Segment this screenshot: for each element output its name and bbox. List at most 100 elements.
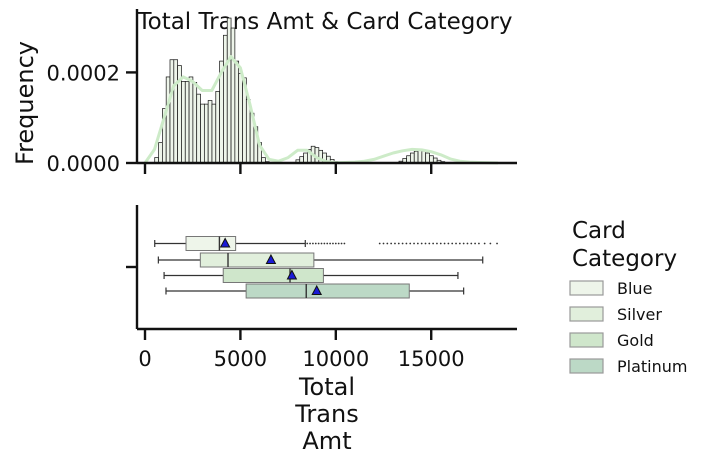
histogram-bar — [169, 59, 175, 164]
outlier-point — [489, 242, 492, 245]
histogram-bar — [196, 93, 201, 164]
x-tick-label: 15000 — [398, 347, 465, 371]
histogram-bar — [234, 60, 240, 164]
box-platinum — [165, 283, 465, 299]
mean-marker — [219, 237, 231, 248]
histogram-bar — [165, 76, 171, 164]
x-tick-label: 0 — [138, 347, 151, 371]
histogram-bar — [188, 76, 194, 164]
outlier-point — [478, 242, 480, 245]
legend-swatch — [569, 332, 604, 348]
outlier-point — [424, 242, 427, 245]
box-iqr — [199, 252, 315, 268]
outlier-point — [332, 242, 334, 245]
box-iqr — [222, 268, 324, 283]
box-blue — [154, 236, 498, 251]
outlier-point — [496, 242, 498, 245]
histogram-bar — [303, 152, 308, 164]
outlier-point — [443, 242, 446, 245]
outlier-point — [455, 242, 457, 245]
legend-title-line-2: Category — [572, 246, 677, 272]
histogram-bar — [200, 103, 205, 164]
histogram-bar — [158, 142, 163, 164]
histogram-bar — [413, 150, 419, 164]
outlier-point — [326, 242, 329, 245]
bottom-x-ticks: 0 5000 10000 15000 — [138, 329, 465, 371]
outlier-point — [320, 242, 323, 245]
outlier-point — [474, 242, 477, 245]
histogram-bar — [184, 81, 190, 164]
top-y-ticks: 0.0000 0.0002 — [47, 61, 137, 176]
outlier-point — [447, 242, 450, 245]
y-tick-label: 0.0000 — [47, 152, 120, 176]
outlier-point — [317, 242, 320, 245]
box-gold — [163, 268, 459, 283]
outlier-point — [451, 242, 454, 245]
histogram-bar — [226, 17, 232, 164]
outlier-point — [413, 242, 415, 245]
y-axis-label: Frequency — [11, 41, 39, 165]
outlier-point — [458, 242, 461, 245]
outlier-point — [439, 242, 442, 245]
box-silver — [157, 252, 484, 268]
outlier-point — [390, 242, 393, 245]
histogram-bar — [207, 100, 213, 164]
outlier-point — [334, 242, 337, 245]
outlier-point — [378, 242, 381, 245]
histogram-bar — [425, 152, 430, 164]
x-tick-label: 10000 — [302, 347, 369, 371]
mean-marker — [265, 253, 277, 264]
histogram-bar — [417, 149, 423, 164]
x-axis-label-line-3: Amt — [302, 427, 351, 455]
outlier-point — [428, 242, 431, 245]
x-axis-label-line-1: Total — [298, 373, 355, 401]
histogram-bar — [203, 103, 209, 164]
outlier-point — [483, 242, 486, 245]
histogram-bar — [215, 91, 220, 164]
y-tick-label: 0.0002 — [47, 61, 120, 85]
histogram-bar — [421, 150, 427, 164]
histogram-bar — [173, 59, 178, 164]
histogram-bar — [211, 103, 217, 164]
outlier-point — [416, 242, 419, 245]
outlier-point — [462, 242, 465, 245]
box-plots — [154, 236, 498, 299]
legend-swatch — [569, 280, 604, 296]
legend: Card Category Blue Silver Gold Platinum — [569, 218, 687, 376]
histogram-bar — [223, 34, 228, 164]
outlier-point — [306, 242, 309, 245]
outlier-point — [397, 242, 400, 245]
outlier-point — [312, 242, 314, 245]
outlier-point — [436, 242, 438, 245]
outlier-point — [420, 242, 423, 245]
box-iqr — [245, 283, 410, 299]
legend-label: Silver — [617, 305, 662, 324]
legend-title-line-1: Card — [572, 218, 626, 244]
legend-swatch — [569, 358, 604, 374]
mean-marker — [311, 284, 323, 295]
legend-label: Blue — [617, 279, 652, 298]
histogram-bar — [181, 81, 186, 164]
outlier-point — [340, 242, 343, 245]
x-tick-label: 5000 — [214, 347, 267, 371]
outlier-point — [466, 242, 469, 245]
histogram-bar — [410, 152, 415, 164]
top-x-ticks — [143, 163, 433, 174]
outlier-point — [401, 242, 404, 245]
histogram-bar — [238, 72, 243, 164]
x-axis-label-line-2: Trans — [294, 400, 358, 428]
legend-swatch — [569, 306, 604, 322]
histogram-bars — [154, 17, 446, 164]
legend-label: Gold — [617, 331, 654, 350]
outlier-point — [323, 242, 326, 245]
outlier-point — [314, 242, 317, 245]
outlier-point — [343, 242, 346, 245]
chart-title: Total Trans Amt & Card Category — [136, 9, 512, 35]
histogram-bar — [230, 27, 236, 164]
outlier-point — [470, 242, 473, 245]
outlier-point — [409, 242, 412, 245]
outlier-point — [337, 242, 340, 245]
outlier-point — [405, 242, 408, 245]
outlier-point — [432, 242, 435, 245]
